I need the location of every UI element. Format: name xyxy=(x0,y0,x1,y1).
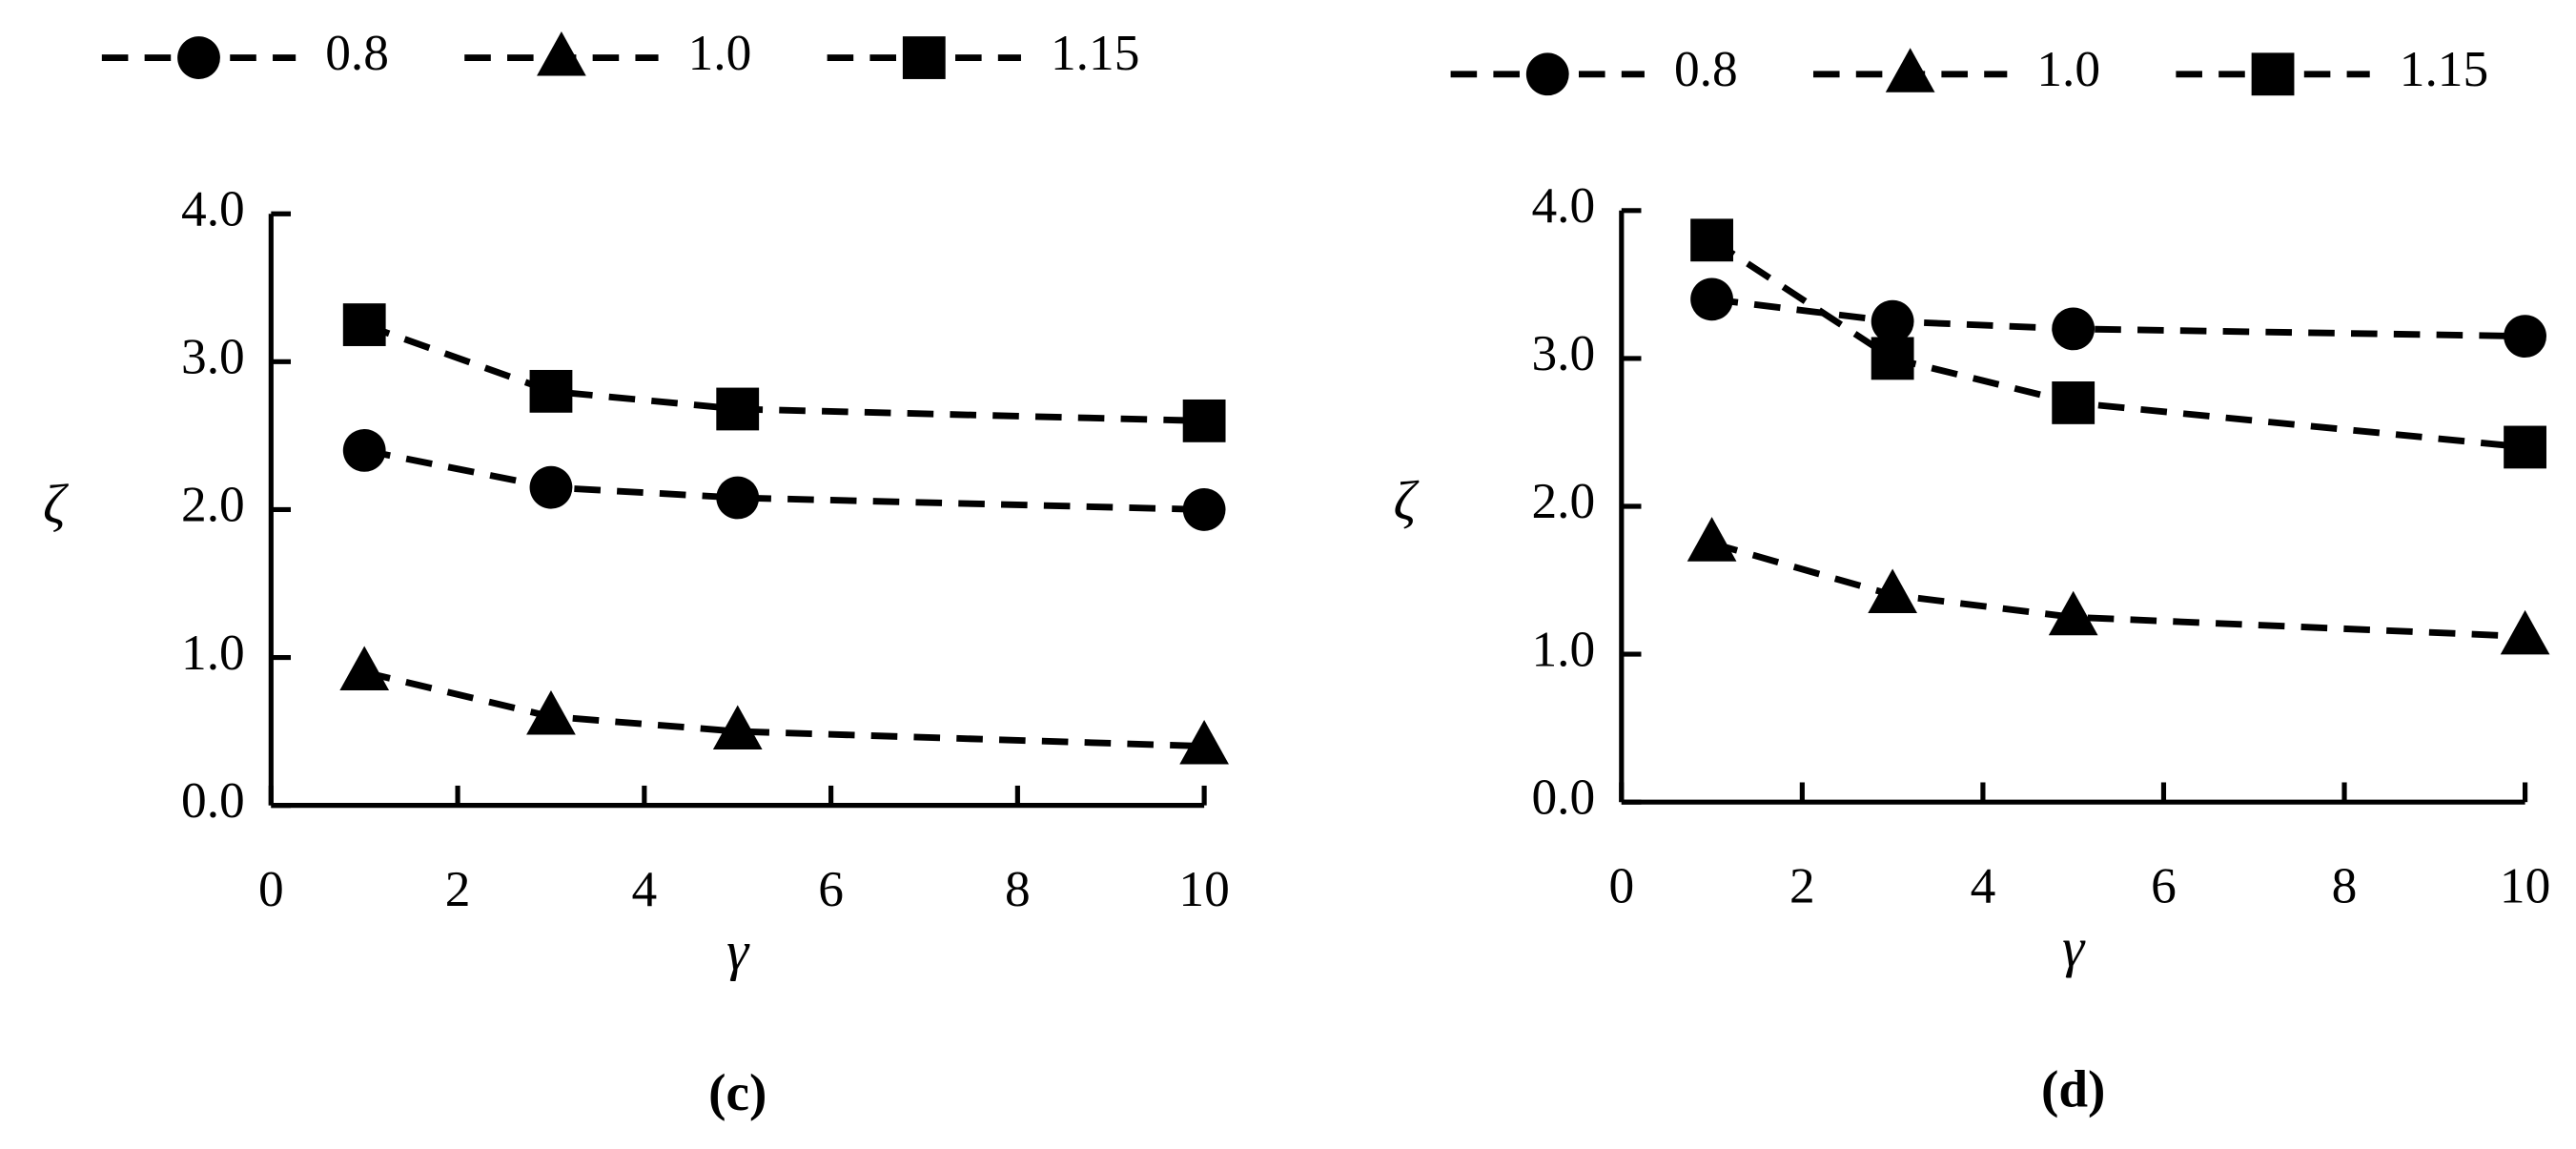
x-axis-label: γ xyxy=(726,920,750,982)
data-point xyxy=(716,387,760,431)
data-point xyxy=(2052,381,2096,424)
series-line xyxy=(363,668,1205,750)
data-point xyxy=(712,705,763,750)
data-point xyxy=(716,476,760,520)
legend-marker xyxy=(902,36,946,79)
data-point xyxy=(1687,517,1737,562)
legend-label: 1.15 xyxy=(2400,40,2488,97)
y-tick-label: 4.0 xyxy=(181,180,245,237)
data-point xyxy=(1182,488,1226,531)
series-line xyxy=(1710,540,2525,640)
series-line xyxy=(1709,236,2525,451)
x-tick-label: 2 xyxy=(1789,856,1815,913)
legend-marker xyxy=(177,36,220,79)
data-point xyxy=(1182,399,1226,442)
data-point xyxy=(2500,609,2550,655)
series-line xyxy=(363,447,1205,513)
legend-label: 1.0 xyxy=(688,24,752,81)
caption: (d) xyxy=(2041,1060,2105,1118)
x-tick-label: 8 xyxy=(1005,860,1031,917)
legend-label: 1.0 xyxy=(2036,40,2100,97)
data-point xyxy=(342,303,386,346)
data-point xyxy=(529,369,573,413)
x-tick-label: 4 xyxy=(1971,856,1996,913)
y-tick-label: 2.0 xyxy=(181,476,245,533)
legend-marker xyxy=(1525,52,1569,96)
x-tick-label: 8 xyxy=(2332,856,2358,913)
x-tick-label: 6 xyxy=(2151,856,2177,913)
data-point xyxy=(1871,299,1914,343)
x-tick-label: 10 xyxy=(1178,860,1229,917)
data-point xyxy=(529,465,573,509)
caption: (c) xyxy=(708,1063,767,1121)
data-point xyxy=(526,689,576,735)
data-point xyxy=(1868,568,1917,613)
data-point xyxy=(1871,337,1914,380)
legend-label: 1.15 xyxy=(1051,24,1139,81)
series-line xyxy=(1711,296,2525,340)
legend-label: 0.8 xyxy=(1674,40,1738,97)
y-tick-label: 0.0 xyxy=(1531,768,1595,825)
data-point xyxy=(2504,425,2546,469)
data-point xyxy=(339,646,390,690)
data-point xyxy=(1179,720,1229,765)
x-tick-label: 6 xyxy=(818,860,844,917)
legend-marker xyxy=(1885,48,1935,92)
legend-label: 0.8 xyxy=(325,24,389,81)
data-point xyxy=(342,428,386,472)
data-point xyxy=(1690,277,1733,321)
y-tick-label: 4.0 xyxy=(1531,176,1595,234)
data-point xyxy=(2052,307,2096,351)
data-point xyxy=(2504,315,2546,359)
x-tick-label: 2 xyxy=(445,860,471,917)
y-tick-label: 3.0 xyxy=(181,328,245,385)
x-tick-label: 0 xyxy=(258,860,284,917)
data-point xyxy=(1690,218,1733,262)
y-tick-label: 3.0 xyxy=(1531,324,1595,381)
y-axis-label: ζ xyxy=(1393,469,1419,531)
legend-marker xyxy=(537,31,586,76)
y-axis-label: ζ xyxy=(43,473,69,535)
series-line xyxy=(363,321,1205,424)
x-tick-label: 4 xyxy=(631,860,657,917)
data-point xyxy=(2048,590,2098,636)
x-axis-label: γ xyxy=(2062,916,2086,978)
x-tick-label: 0 xyxy=(1608,856,1634,913)
legend-marker xyxy=(2251,52,2295,96)
y-tick-label: 2.0 xyxy=(1531,472,1595,529)
y-tick-label: 1.0 xyxy=(1531,620,1595,677)
y-tick-label: 0.0 xyxy=(181,771,245,829)
y-tick-label: 1.0 xyxy=(181,624,245,681)
x-tick-label: 10 xyxy=(2500,856,2550,913)
